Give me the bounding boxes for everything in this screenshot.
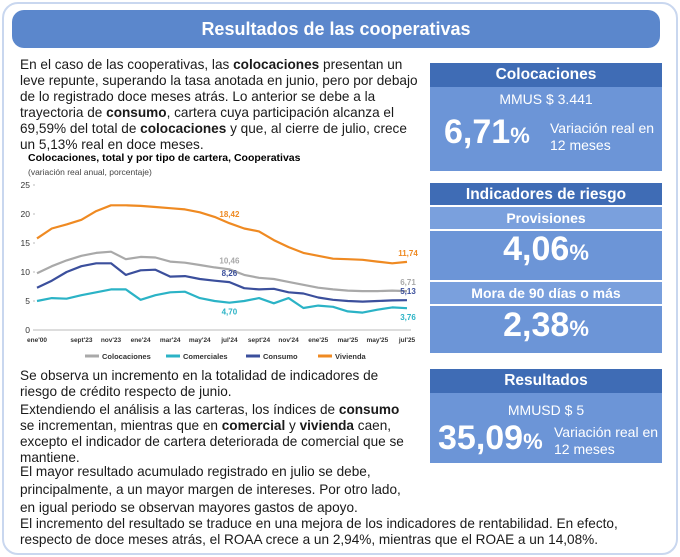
x-tick-label: may'24 xyxy=(189,337,211,344)
text-run: , cartera cuya participación alcanza el … xyxy=(20,105,394,136)
series-line xyxy=(36,250,408,293)
paragraph: El incremento del resultado se traduce e… xyxy=(20,516,665,548)
x-tick-label: sept'24 xyxy=(248,337,271,344)
data-label: 8,26 xyxy=(222,269,238,278)
data-label: 11,74 xyxy=(398,249,418,258)
legend-label: Vivienda xyxy=(335,352,367,361)
bold-text: colocaciones xyxy=(233,57,320,72)
text-run: El mayor resultado acumulado registrado … xyxy=(20,464,401,515)
x-tick-label: sept'23 xyxy=(70,337,93,344)
text-run: se incrementan, mientras que en xyxy=(20,418,222,433)
x-tick-label: jul'25 xyxy=(398,337,416,344)
panel-title: Indicadores de riesgo xyxy=(430,183,662,207)
text-run: caen, excepto el indicador de cartera de… xyxy=(20,418,404,465)
data-label: 5,13 xyxy=(400,287,416,296)
chart-title: Colocaciones, total y por tipo de carter… xyxy=(28,152,301,164)
figure-value: 2,38 xyxy=(503,306,570,344)
legend-label: Comerciales xyxy=(183,352,228,361)
panel-amount: MMUS $ 3.441 xyxy=(499,91,593,107)
data-label: 6,71 xyxy=(400,278,416,287)
panel-title: Colocaciones xyxy=(430,63,662,87)
chart: Colocaciones, total y por tipo de carter… xyxy=(21,152,419,361)
legend-label: Colocaciones xyxy=(102,352,151,361)
x-tick-label: jul'24 xyxy=(220,337,238,344)
series-line xyxy=(36,288,408,314)
data-label: 18,42 xyxy=(219,210,240,219)
intro-paragraph: En el caso de las cooperativas, las colo… xyxy=(20,57,418,153)
x-tick-label: may'25 xyxy=(367,337,389,344)
figure-value: 35,09 xyxy=(438,419,524,457)
y-tick-label: 25 xyxy=(21,180,31,190)
banner-title: Resultados de las cooperativas xyxy=(12,10,660,48)
figure-value: 4,06 xyxy=(503,230,570,268)
y-tick-label: 15 xyxy=(21,238,31,248)
bold-text: consumo xyxy=(106,105,167,120)
paragraph: El mayor resultado acumulado registrado … xyxy=(20,463,415,517)
indicator-figure: 2,38% xyxy=(430,306,662,345)
figure-unit: % xyxy=(510,123,530,148)
text-run: Extendiendo el análisis a las carteras, … xyxy=(20,402,339,417)
bold-text: consumo xyxy=(338,402,400,417)
x-tick-label: ene'24 xyxy=(131,337,151,344)
x-tick-label: mar'24 xyxy=(160,337,181,344)
panel-note: Variación real en 12 meses xyxy=(554,424,659,457)
indicator-figure: 4,06% xyxy=(430,230,662,269)
series-line xyxy=(36,204,408,265)
legend-label: Consumo xyxy=(263,352,298,361)
x-tick-label: mar'25 xyxy=(337,337,358,344)
figure-value: 6,71 xyxy=(444,113,511,151)
x-tick-label: ene'25 xyxy=(308,337,328,344)
paragraph: Extendiendo el análisis a las carteras, … xyxy=(20,402,415,466)
y-tick-label: 5 xyxy=(25,296,30,306)
data-label: 10,46 xyxy=(219,256,240,265)
y-tick-label: 0 xyxy=(25,325,30,335)
figure-unit: % xyxy=(569,316,589,341)
text-run: y que, al cierre de julio, crece un 5,13… xyxy=(20,121,407,152)
text-run: presentan un leve repunte, superando la … xyxy=(20,57,418,120)
bold-text: vivienda xyxy=(299,418,354,433)
panel-body: MMUS $ 3.441 6,71% Variación real en 12 … xyxy=(430,87,662,171)
indicator-label: Provisiones xyxy=(430,205,662,231)
bold-text: colocaciones xyxy=(140,121,227,136)
x-tick-label: nov'23 xyxy=(101,337,122,344)
text-run: El incremento del resultado se traduce e… xyxy=(20,516,618,547)
panel-body: MMUSD $ 5 35,09% Variación real en 12 me… xyxy=(430,393,662,463)
panel-amount: MMUSD $ 5 xyxy=(507,402,585,418)
x-tick-label: nov'24 xyxy=(278,337,299,344)
text-run: En el caso de las cooperativas, las xyxy=(20,57,234,72)
data-label: 4,70 xyxy=(222,308,238,317)
panel-title: Resultados xyxy=(430,369,662,393)
data-label: 3,76 xyxy=(400,313,416,322)
y-tick-label: 20 xyxy=(21,209,31,219)
paragraph: Se observa un incremento en la totalidad… xyxy=(20,368,415,400)
bold-text: comercial xyxy=(221,418,286,433)
figure-unit: % xyxy=(569,240,589,265)
indicator-label: Mora de 90 días o más xyxy=(430,280,662,306)
y-tick-label: 10 xyxy=(21,267,31,277)
series-line xyxy=(36,262,408,303)
panel-figure: 35,09% xyxy=(438,419,543,458)
figure-unit: % xyxy=(523,429,543,454)
text-run: Se observa un incremento en la totalidad… xyxy=(20,368,379,399)
chart-subtitle: (variación real anual, porcentaje) xyxy=(28,167,152,177)
panel-note: Variación real en 12 meses xyxy=(550,120,655,153)
text-run: y xyxy=(285,418,300,433)
x-tick-label: ene'00 xyxy=(27,337,47,344)
panel-figure: 6,71% xyxy=(444,113,530,152)
